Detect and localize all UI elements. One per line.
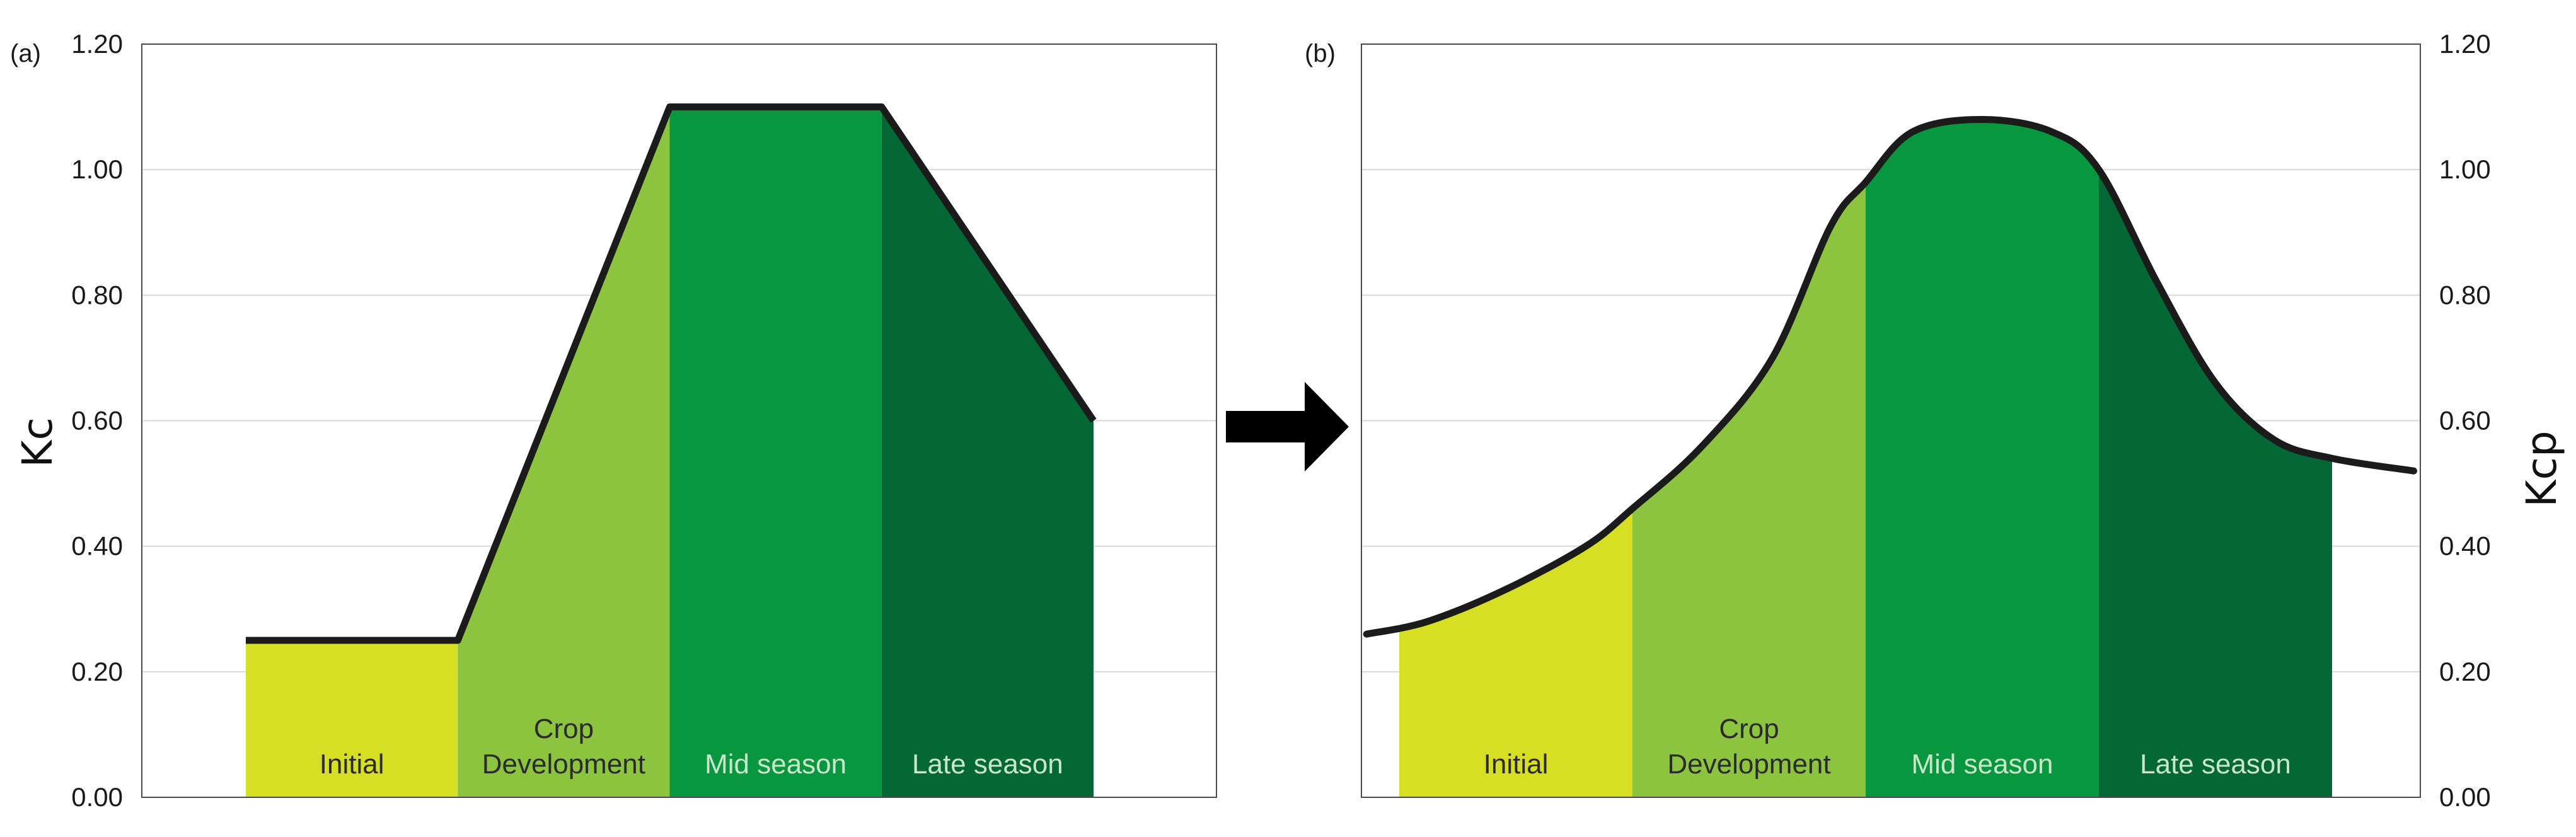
stage-label: Initial [320,749,384,780]
stage-label: Late season [912,749,1063,780]
stage-label: Mid season [1911,749,2053,780]
y-tick-label: 0.60 [2439,406,2491,436]
y-tick-label: 0.20 [71,657,123,686]
y-tick-label: 1.20 [2439,29,2491,59]
y-tick-label: 0.80 [71,280,123,309]
stage-area [246,640,458,797]
stage-label: Crop [1719,713,1779,744]
panel-a-kc-chart: (a) Kc Initial Crop Development Mid season L… [10,29,1217,812]
panel-a-stage-areas [246,107,1094,797]
panel-a-y-ticks: 0.00 0.20 0.40 0.60 0.80 1.00 1.20 [71,29,123,812]
y-tick-label: 1.20 [71,29,123,59]
arrow-right-icon [1226,382,1349,471]
panel-b-label: (b) [1305,40,1336,67]
stage-area [1632,182,1866,797]
stage-area [2099,170,2332,797]
panel-a-label: (a) [10,40,41,67]
panel-a-y-axis-title: Kc [13,417,62,468]
stage-label: Development [482,749,645,780]
panel-b-frame [1361,43,2421,798]
stage-label: Mid season [705,749,846,780]
panel-b-stage-areas [1399,119,2332,797]
y-tick-label: 1.00 [2439,154,2491,184]
y-tick-label: 0.40 [2439,531,2491,561]
panel-b-stage-labels: Initial Crop Development Mid season Late sea… [1484,713,2291,780]
stage-label: Late season [2140,749,2291,780]
stage-label: Crop [534,713,594,744]
stage-label: Initial [1484,749,1549,780]
y-tick-label: 0.60 [71,406,123,436]
panel-b-y-ticks: 0.00 0.20 0.40 0.60 0.80 1.00 1.20 [2439,29,2491,812]
stage-area [669,107,882,797]
y-tick-label: 0.40 [71,531,123,561]
y-tick-label: 1.00 [71,154,123,184]
panel-a-stage-labels: Initial Crop Development Mid season Late sea… [320,713,1063,780]
stage-area [1866,119,2099,797]
stage-label: Development [1667,749,1830,780]
panel-b-y-axis-title: Kcp [2517,430,2566,507]
y-tick-label: 0.00 [71,782,123,812]
stage-area [1399,508,1632,797]
y-tick-label: 0.80 [2439,280,2491,309]
panel-b-kcp-chart: (b) Kcp Initial Crop Development Mid season… [1305,29,2566,812]
stage-area [458,107,670,797]
panel-b-kcp-curve [1363,116,2417,638]
y-tick-label: 0.00 [2439,782,2491,812]
stage-area [881,107,1094,797]
y-tick-label: 0.20 [2439,657,2491,686]
panel-a-kc-curve [246,103,1097,644]
panel-a-frame [141,43,1217,798]
